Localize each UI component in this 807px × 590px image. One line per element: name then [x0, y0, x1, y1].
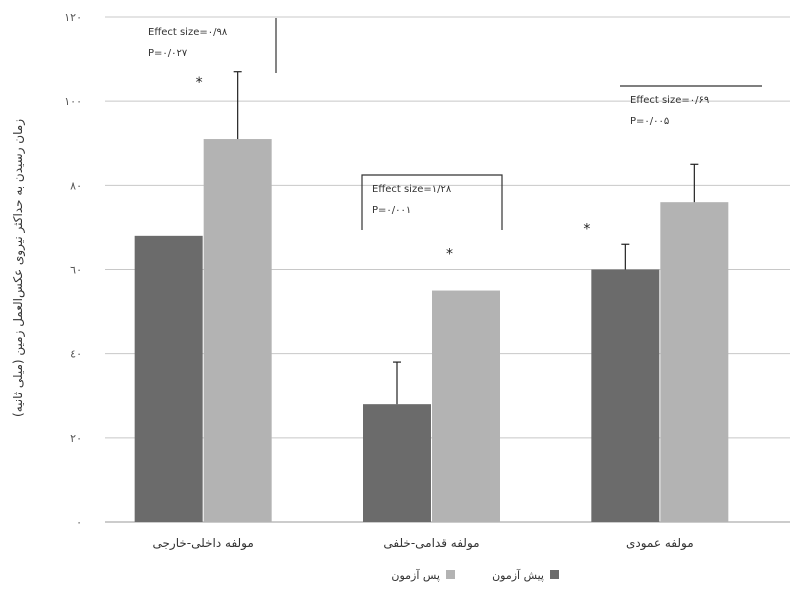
bar-pretest — [363, 404, 431, 522]
y-tick-label: ٦٠ — [70, 264, 82, 277]
y-axis-label: زمان رسیدن به حداکثر نیروی عکس‌العمل زمی… — [11, 119, 26, 417]
bar-posttest — [203, 139, 272, 522]
legend-swatch — [550, 570, 559, 579]
y-tick-labels: ٠ ٢٠ ٤٠ ٦٠ ٨٠ ١٠٠ ١٢٠ — [64, 11, 82, 529]
y-tick-label: ١٠٠ — [64, 95, 82, 108]
effect-size-label: Effect size=۰/۹۸ — [148, 27, 228, 38]
legend: پیش آزمون پس آزمون — [391, 568, 559, 582]
bar-posttest — [660, 202, 729, 522]
significance-star: * — [583, 222, 590, 238]
category-label: مولفه داخلی-خارجی — [153, 536, 254, 551]
bar-pretest — [591, 269, 660, 522]
p-value-label: P=۰/۰۰۵ — [630, 116, 669, 127]
y-tick-label: ٠ — [76, 516, 82, 529]
significance-star: * — [196, 75, 203, 91]
category-label: مولفه قدامی-خلفی — [383, 536, 479, 551]
bar-posttest — [432, 290, 500, 522]
legend-label: پیش آزمون — [492, 568, 544, 582]
p-value-label: P=۰/۰۰۱ — [372, 205, 411, 216]
annotation-bracket — [361, 174, 503, 230]
category-label: مولفه عمودی — [626, 536, 694, 551]
legend-label: پس آزمون — [391, 568, 440, 582]
y-tick-label: ٨٠ — [70, 179, 82, 192]
legend-swatch — [446, 570, 455, 579]
bars — [134, 139, 729, 523]
y-tick-label: ٤٠ — [70, 348, 82, 361]
error-bars — [233, 71, 699, 405]
p-value-label: P=۰/۰۲۷ — [148, 48, 188, 59]
bar-pretest — [134, 235, 203, 523]
y-tick-label: ٢٠ — [70, 432, 82, 445]
y-tick-label: ١٢٠ — [64, 11, 82, 24]
category-labels: مولفه داخلی-خارجی مولفه قدامی-خلفی مولفه ع… — [153, 536, 694, 551]
effect-size-label: Effect size=۰/۶۹ — [630, 95, 709, 106]
annotations: Effect size=۰/۹۸ P=۰/۰۲۷ Effect size=۱/۲۸ P… — [148, 18, 762, 263]
significance-star: * — [446, 247, 453, 263]
effect-size-label: Effect size=۱/۲۸ — [372, 184, 452, 195]
